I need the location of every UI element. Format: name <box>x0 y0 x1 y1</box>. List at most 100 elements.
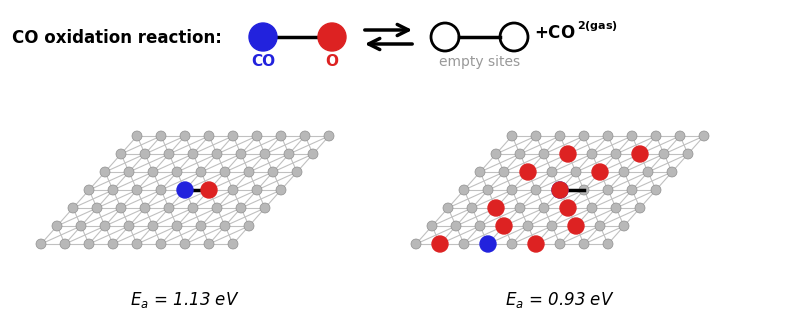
Circle shape <box>632 146 648 162</box>
Circle shape <box>177 182 193 198</box>
Circle shape <box>84 239 94 249</box>
Circle shape <box>260 203 270 213</box>
Circle shape <box>204 131 214 141</box>
Circle shape <box>563 203 573 213</box>
Circle shape <box>491 149 501 159</box>
Circle shape <box>611 203 621 213</box>
Circle shape <box>36 239 46 249</box>
Circle shape <box>116 203 126 213</box>
Circle shape <box>659 149 669 159</box>
Circle shape <box>252 131 262 141</box>
Circle shape <box>108 185 118 195</box>
Circle shape <box>515 203 525 213</box>
Circle shape <box>531 239 541 249</box>
Circle shape <box>124 167 134 177</box>
Circle shape <box>276 185 286 195</box>
Circle shape <box>515 149 525 159</box>
Circle shape <box>236 203 246 213</box>
Circle shape <box>228 131 238 141</box>
Circle shape <box>595 167 605 177</box>
Circle shape <box>475 221 485 231</box>
Circle shape <box>132 185 142 195</box>
Circle shape <box>651 185 661 195</box>
Circle shape <box>132 239 142 249</box>
Circle shape <box>523 221 533 231</box>
Circle shape <box>180 131 190 141</box>
Text: CO oxidation reaction:: CO oxidation reaction: <box>12 29 221 47</box>
Circle shape <box>100 221 110 231</box>
Text: $E_a$ = 1.13 eV: $E_a$ = 1.13 eV <box>131 290 240 310</box>
Circle shape <box>507 185 517 195</box>
Circle shape <box>292 167 302 177</box>
Circle shape <box>547 167 557 177</box>
Circle shape <box>249 23 277 51</box>
Circle shape <box>76 221 86 231</box>
Circle shape <box>308 149 318 159</box>
Circle shape <box>507 239 517 249</box>
Circle shape <box>499 221 509 231</box>
Circle shape <box>68 203 78 213</box>
Circle shape <box>579 131 589 141</box>
Circle shape <box>140 203 150 213</box>
Circle shape <box>228 239 238 249</box>
Circle shape <box>435 239 445 249</box>
Circle shape <box>475 167 485 177</box>
Circle shape <box>196 167 206 177</box>
Circle shape <box>212 149 222 159</box>
Text: $\mathbf{2(gas)}$: $\mathbf{2(gas)}$ <box>577 19 618 33</box>
Circle shape <box>451 221 461 231</box>
Circle shape <box>627 185 637 195</box>
Circle shape <box>619 221 629 231</box>
Circle shape <box>252 185 262 195</box>
Circle shape <box>611 149 621 159</box>
Circle shape <box>244 221 254 231</box>
Circle shape <box>552 182 568 198</box>
Circle shape <box>300 131 310 141</box>
Circle shape <box>651 131 661 141</box>
Circle shape <box>592 164 608 180</box>
Text: $\mathbf{+ CO}$: $\mathbf{+ CO}$ <box>534 24 576 42</box>
Circle shape <box>324 131 334 141</box>
Text: O: O <box>326 54 339 70</box>
Circle shape <box>587 203 597 213</box>
Circle shape <box>587 149 597 159</box>
Circle shape <box>667 167 677 177</box>
Circle shape <box>201 182 217 198</box>
Circle shape <box>196 221 206 231</box>
Circle shape <box>411 239 421 249</box>
Circle shape <box>268 167 278 177</box>
Circle shape <box>318 23 346 51</box>
Circle shape <box>619 167 629 177</box>
Circle shape <box>520 164 536 180</box>
Circle shape <box>204 185 214 195</box>
Circle shape <box>699 131 709 141</box>
Circle shape <box>571 167 581 177</box>
Circle shape <box>276 131 286 141</box>
Circle shape <box>496 218 512 234</box>
Circle shape <box>100 167 110 177</box>
Circle shape <box>552 182 568 198</box>
Circle shape <box>555 239 565 249</box>
Circle shape <box>635 149 645 159</box>
Circle shape <box>188 149 198 159</box>
Circle shape <box>499 167 509 177</box>
Circle shape <box>260 149 270 159</box>
Circle shape <box>480 236 496 252</box>
Circle shape <box>523 167 533 177</box>
Circle shape <box>84 185 94 195</box>
Circle shape <box>539 203 549 213</box>
Circle shape <box>432 236 448 252</box>
Circle shape <box>236 149 246 159</box>
Circle shape <box>528 236 544 252</box>
Circle shape <box>220 221 230 231</box>
Circle shape <box>108 239 118 249</box>
Circle shape <box>92 203 102 213</box>
Circle shape <box>52 221 62 231</box>
Circle shape <box>156 239 166 249</box>
Circle shape <box>675 131 685 141</box>
Circle shape <box>228 185 238 195</box>
Circle shape <box>60 239 70 249</box>
Circle shape <box>220 167 230 177</box>
Text: $E_a$ = 0.93 eV: $E_a$ = 0.93 eV <box>505 290 615 310</box>
Circle shape <box>427 221 437 231</box>
